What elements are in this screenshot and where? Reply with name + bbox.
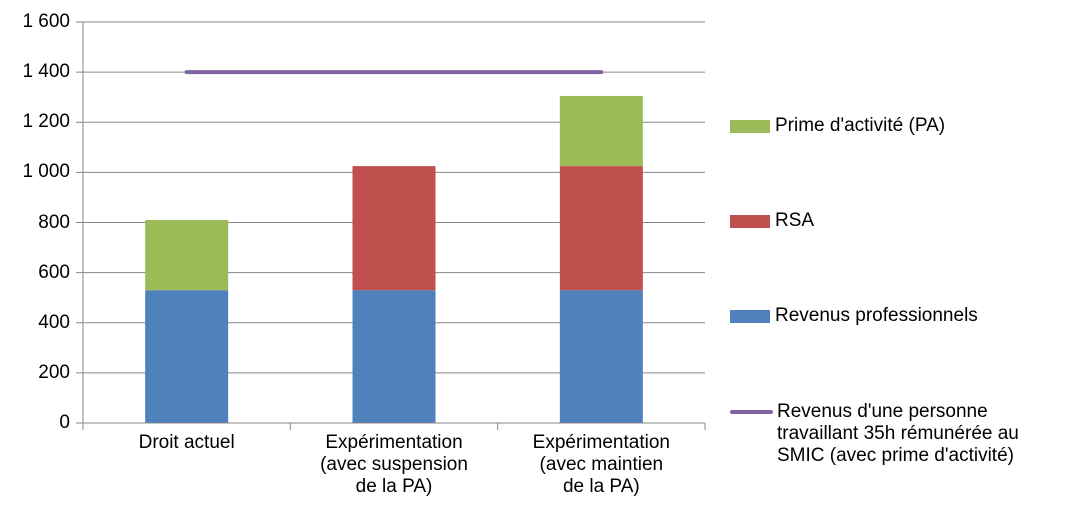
legend-label: Prime d'activité (PA) [775, 115, 946, 136]
y-axis-label: 600 [38, 261, 70, 283]
y-axis-label: 1 200 [22, 111, 70, 133]
y-axis-label: 1 000 [22, 161, 70, 183]
legend-color-swatch-icon [730, 214, 770, 228]
legend-label: Revenus professionnels [775, 305, 978, 326]
y-axis-label: 400 [38, 311, 70, 333]
y-axis-label: 800 [38, 211, 70, 233]
y-axis-label: 1 400 [22, 61, 70, 83]
x-axis-label: Droit actuel [138, 432, 235, 453]
y-axis-label: 200 [38, 361, 70, 383]
legend-item: Revenus professionnels [730, 305, 978, 327]
bar-segment-rsa [559, 166, 643, 291]
bar-segment-revenus-professionnels [145, 290, 229, 423]
legend-item: RSA [730, 210, 814, 232]
x-axis-label: Expérimentation (avec maintien de la PA) [532, 432, 670, 497]
legend-item: Revenus d'une personne travaillant 35h r… [730, 401, 1019, 467]
y-axis-label: 1 600 [22, 11, 70, 32]
legend-label: Revenus d'une personne travaillant 35h r… [777, 401, 1019, 466]
bar-segment-revenus-professionnels [352, 290, 436, 423]
y-axis-label: 0 [59, 412, 70, 433]
bar-segment-prime-d-activit-pa- [145, 219, 229, 291]
legend-label: RSA [775, 210, 815, 231]
legend-color-swatch-icon [730, 309, 770, 323]
x-axis-label: Expérimentation (avec suspension de la P… [320, 432, 468, 497]
legend-color-swatch-icon [730, 119, 770, 133]
legend-item: Prime d'activité (PA) [730, 115, 945, 137]
bar-segment-rsa [352, 166, 436, 291]
bar-segment-prime-d-activit-pa- [559, 95, 643, 167]
legend-line-marker-icon [730, 410, 773, 414]
bar-segment-revenus-professionnels [559, 290, 643, 423]
